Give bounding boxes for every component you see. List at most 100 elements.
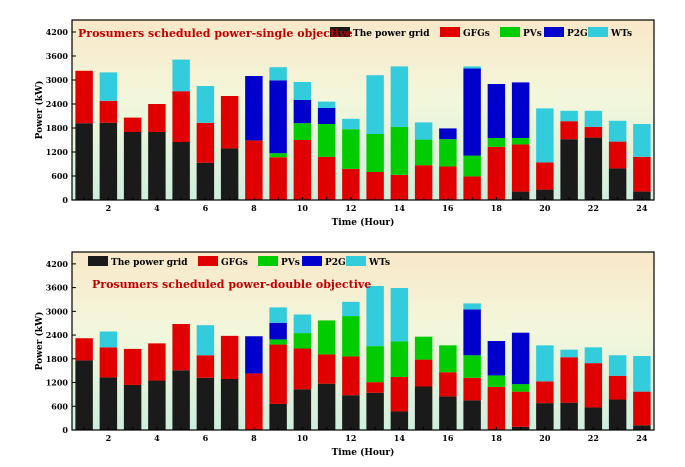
bar-segment-wts-hour-6	[196, 325, 215, 356]
bar-segment-gfgs-hour-12	[342, 356, 360, 396]
bar-segment-p2gs-hour-17	[463, 68, 481, 156]
legend-swatch-the-power-grid	[88, 256, 108, 266]
bar-segment-pvs-hour-18	[487, 375, 506, 387]
bar-segment-gfgs-hour-5	[172, 323, 190, 371]
bar-segment-pvs-hour-17	[463, 155, 481, 177]
y-tick-label: 600	[51, 171, 68, 181]
legend-swatch-p2gs	[544, 27, 564, 37]
x-tick-label: 18	[491, 433, 503, 443]
bar-segment-gfgs-hour-18	[487, 386, 506, 430]
bar-segment-the-power-grid-hour-7	[220, 148, 239, 200]
bar-segment-gfgs-hour-6	[196, 355, 215, 378]
legend-swatch-gfgs	[198, 256, 218, 266]
y-axis-title: Power (kW)	[34, 312, 45, 371]
y-tick-label: 1200	[46, 378, 69, 388]
legend-label-wts: WTs	[610, 29, 632, 39]
bar-segment-the-power-grid-hour-3	[123, 384, 142, 430]
bar-segment-gfgs-hour-2	[99, 100, 118, 123]
bar-segment-pvs-hour-11	[317, 124, 336, 157]
x-tick-label: 8	[251, 433, 257, 443]
bar-segment-gfgs-hour-9	[269, 344, 287, 404]
bar-segment-wts-hour-20	[536, 108, 554, 163]
bar-segment-gfgs-hour-14	[390, 377, 409, 412]
chart-title: Prosumers scheduled power-double objecti…	[92, 278, 371, 291]
bar-segment-wts-hour-9	[269, 67, 287, 81]
y-tick-label: 4200	[46, 259, 69, 269]
y-tick-label: 1200	[46, 147, 69, 157]
bar-segment-gfgs-hour-19	[511, 144, 530, 192]
y-axis-title: Power (kW)	[34, 81, 45, 140]
bar-segment-the-power-grid-hour-1	[75, 360, 93, 430]
bar-segment-wts-hour-12	[342, 118, 360, 130]
x-tick-label: 10	[297, 203, 309, 213]
bar-segment-the-power-grid-hour-7	[220, 378, 239, 430]
y-tick-label: 1800	[46, 354, 69, 364]
bar-segment-wts-hour-17	[463, 303, 481, 310]
bar-segment-gfgs-hour-5	[172, 91, 190, 142]
x-tick-label: 2	[106, 203, 112, 213]
bar-segment-the-power-grid-hour-23	[608, 399, 627, 430]
bar-segment-p2gs-hour-8	[245, 336, 263, 374]
x-tick-label: 4	[154, 203, 160, 213]
bar-segment-gfgs-hour-7	[220, 335, 239, 379]
x-tick-label: 16	[442, 203, 454, 213]
legend-swatch-wts	[346, 256, 366, 266]
bar-segment-wts-hour-24	[633, 356, 651, 392]
bar-segment-the-power-grid-hour-12	[342, 395, 360, 430]
x-tick-label: 22	[588, 203, 599, 213]
bar-segment-wts-hour-20	[536, 345, 554, 382]
bar-segment-gfgs-hour-16	[439, 372, 457, 397]
bar-segment-gfgs-hour-20	[536, 162, 554, 190]
bar-segment-p2gs-hour-10	[293, 100, 312, 124]
legend-swatch-pvs	[258, 256, 278, 266]
bar-segment-wts-hour-6	[196, 86, 215, 123]
x-tick-label: 8	[251, 203, 257, 213]
bar-segment-pvs-hour-9	[269, 153, 287, 158]
bar-segment-gfgs-hour-14	[390, 174, 409, 200]
legend-swatch-wts	[588, 27, 608, 37]
x-tick-label: 20	[539, 203, 551, 213]
bar-segment-gfgs-hour-21	[560, 357, 578, 403]
legend-swatch-gfgs	[440, 27, 460, 37]
bar-segment-the-power-grid-hour-5	[172, 142, 190, 200]
bar-segment-the-power-grid-hour-15	[414, 386, 433, 430]
legend-label-the-power-grid: The power grid	[111, 258, 188, 268]
bar-segment-gfgs-hour-6	[196, 122, 215, 163]
bar-segment-gfgs-hour-3	[123, 348, 142, 385]
legend-swatch-pvs	[500, 27, 520, 37]
bar-segment-the-power-grid-hour-23	[608, 168, 627, 200]
bar-segment-the-power-grid-hour-6	[196, 377, 215, 430]
y-tick-label: 2400	[46, 99, 69, 109]
bar-segment-the-power-grid-hour-24	[633, 191, 651, 200]
x-tick-label: 6	[203, 203, 209, 213]
bar-segment-pvs-hour-16	[439, 139, 457, 167]
bar-segment-gfgs-hour-13	[366, 172, 384, 200]
legend-swatch-the-power-grid	[330, 27, 350, 37]
y-tick-label: 3000	[46, 75, 69, 85]
bar-segment-the-power-grid-hour-3	[123, 132, 142, 200]
legend-label-the-power-grid: The power grid	[353, 29, 430, 39]
bar-segment-gfgs-hour-12	[342, 168, 360, 200]
bar-segment-wts-hour-21	[560, 110, 578, 122]
bar-segment-the-power-grid-hour-20	[536, 403, 554, 430]
y-tick-label: 2400	[46, 330, 69, 340]
y-tick-label: 3600	[46, 283, 69, 293]
bar-segment-wts-hour-22	[584, 110, 603, 127]
bar-segment-the-power-grid-hour-13	[366, 392, 384, 430]
y-tick-label: 1800	[46, 123, 69, 133]
bar-segment-the-power-grid-hour-2	[99, 377, 118, 430]
bar-segment-the-power-grid-hour-9	[269, 403, 287, 430]
bar-segment-gfgs-hour-11	[317, 156, 336, 200]
bar-segment-gfgs-hour-4	[148, 343, 166, 381]
bar-segment-the-power-grid-hour-17	[463, 400, 481, 430]
x-tick-label: 20	[539, 433, 551, 443]
bar-segment-the-power-grid-hour-6	[196, 162, 215, 200]
x-tick-label: 2	[106, 433, 112, 443]
bar-segment-gfgs-hour-13	[366, 382, 384, 393]
x-tick-label: 12	[345, 203, 356, 213]
bar-segment-gfgs-hour-3	[123, 117, 142, 132]
x-tick-label: 10	[297, 433, 309, 443]
x-tick-label: 12	[345, 433, 356, 443]
x-axis-title: Time (Hour)	[332, 217, 395, 228]
